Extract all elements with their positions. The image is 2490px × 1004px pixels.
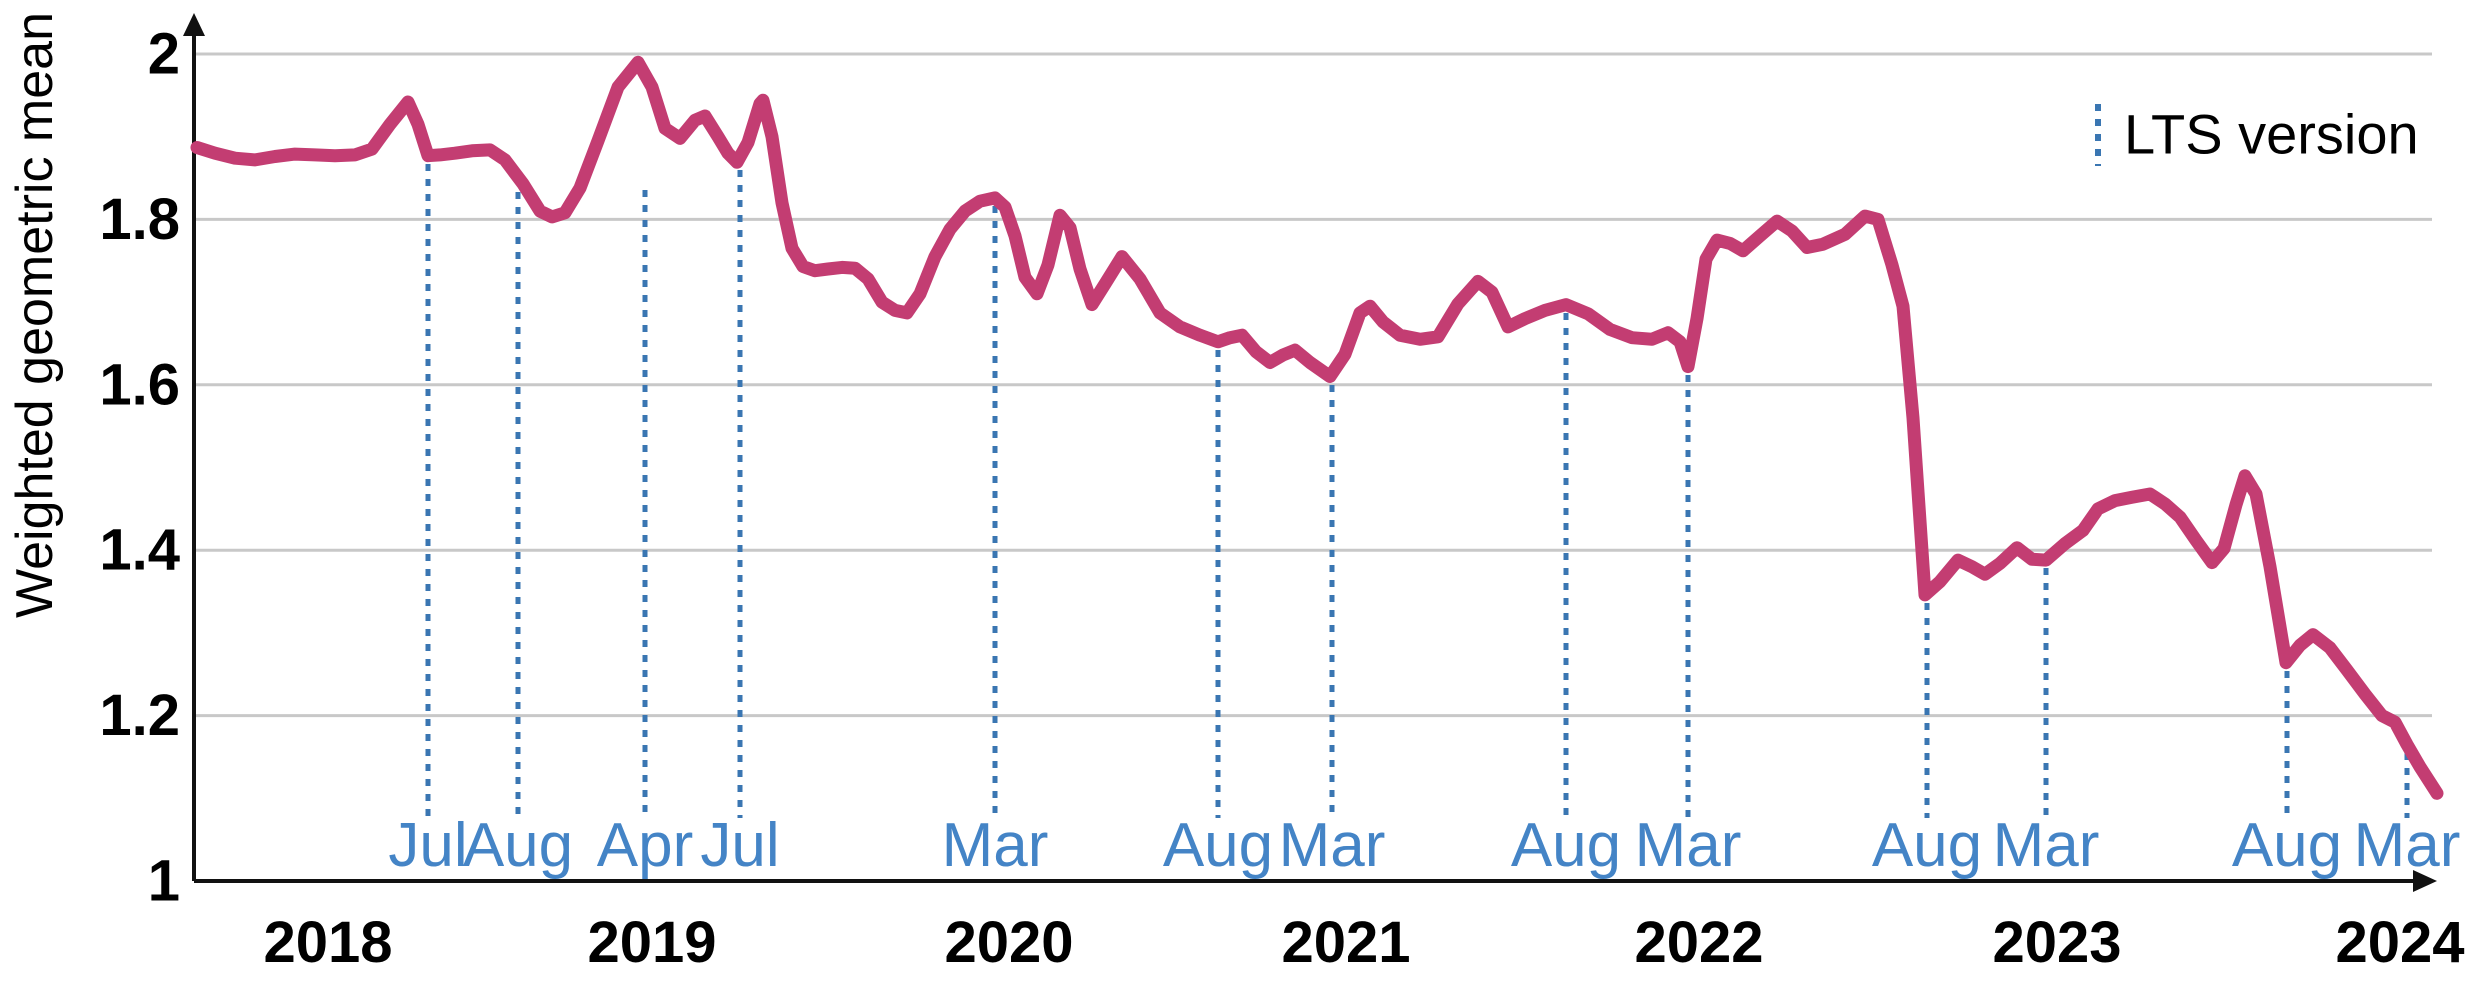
x-year-labels: 2018 2019 2020 2021 2022 2023 2024 — [263, 910, 2464, 975]
x-year-label: 2019 — [587, 910, 716, 975]
lts-month-label: Aug — [1511, 811, 1621, 880]
x-year-label: 2021 — [1281, 910, 1410, 975]
y-tick-label: 1.6 — [99, 352, 180, 417]
lts-month-label: Aug — [1163, 811, 1273, 880]
lts-month-label: Aug — [2232, 811, 2342, 880]
series-group — [190, 55, 2444, 800]
lts-month-label: Mar — [2354, 811, 2461, 880]
x-year-label: 2020 — [944, 910, 1073, 975]
lts-month-label: Mar — [1635, 811, 1742, 880]
lts-month-label: Aug — [1872, 811, 1982, 880]
y-tick-label: 1.4 — [99, 518, 180, 583]
x-axis-arrow-icon — [2413, 870, 2437, 892]
y-tick-label: 1.2 — [99, 683, 180, 748]
series-line — [190, 55, 2444, 800]
lts-month-label: Jul — [700, 811, 779, 880]
x-year-label: 2023 — [1992, 910, 2121, 975]
lts-month-label: Jul — [388, 811, 467, 880]
y-tick-label: 1.8 — [99, 187, 180, 252]
lts-month-label: Mar — [942, 811, 1049, 880]
legend: LTS version — [2095, 103, 2419, 166]
y-tick-labels: 1 1.2 1.4 1.6 1.8 2 — [99, 22, 180, 914]
lts-month-label: Mar — [1993, 811, 2100, 880]
x-year-label: 2018 — [263, 910, 392, 975]
y-axis-arrow-icon — [183, 13, 205, 36]
lts-month-label: Aug — [463, 811, 573, 880]
lts-month-label: Mar — [1279, 811, 1386, 880]
y-tick-label: 2 — [148, 22, 180, 87]
lts-month-label: Apr — [597, 811, 693, 880]
y-axis-title: Weighted geometric mean — [6, 12, 64, 618]
x-year-label: 2024 — [2335, 910, 2464, 975]
axes — [183, 13, 2437, 892]
legend-label: LTS version — [2124, 103, 2419, 166]
x-year-label: 2022 — [1634, 910, 1763, 975]
y-tick-label: 1 — [148, 849, 180, 914]
